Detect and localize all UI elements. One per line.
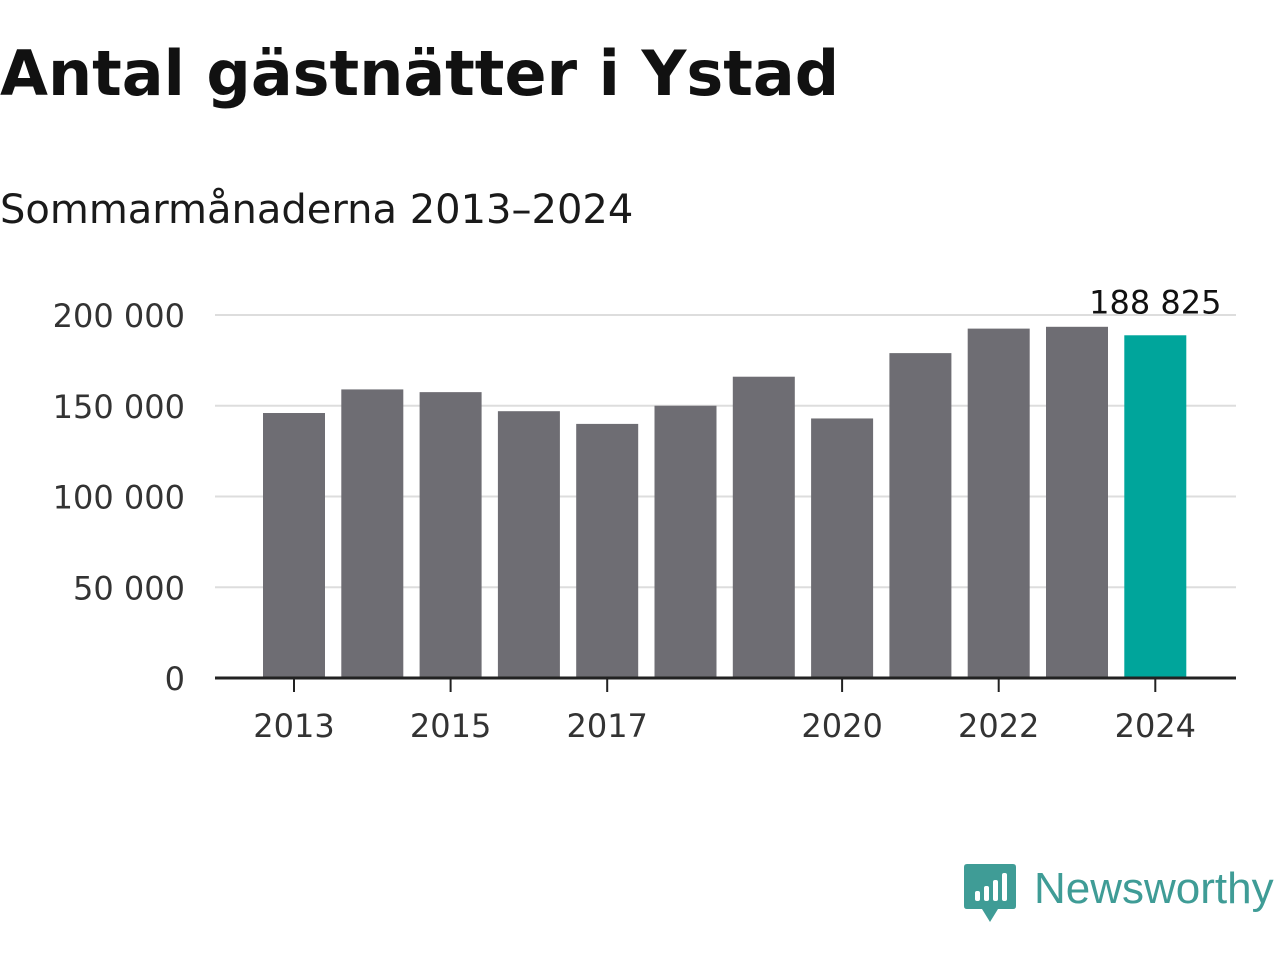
bar-2020 bbox=[811, 418, 874, 678]
x-axis bbox=[215, 676, 1236, 692]
newsworthy-wordmark: Newsworthy bbox=[1034, 864, 1274, 913]
annotations: 188 825 bbox=[1089, 283, 1221, 321]
newsworthy-logo[interactable]: Newsworthy bbox=[964, 864, 1274, 926]
chart-subtitle: Sommarmånaderna 2013–2024 bbox=[0, 187, 634, 233]
bar-2016 bbox=[497, 411, 560, 678]
x-tick-label: 2022 bbox=[958, 707, 1039, 745]
x-tick-label: 2017 bbox=[566, 707, 647, 745]
x-tick-label: 2015 bbox=[410, 707, 491, 745]
y-tick-label: 100 000 bbox=[53, 479, 185, 517]
chart-title: Antal gästnätter i Ystad bbox=[0, 37, 840, 110]
bar-2022 bbox=[967, 328, 1030, 678]
newsworthy-logo-icon bbox=[964, 864, 1016, 922]
bar-2024 bbox=[1124, 335, 1187, 678]
x-tick-label: 2020 bbox=[801, 707, 882, 745]
bar-2018 bbox=[654, 405, 717, 678]
bar-2021 bbox=[889, 353, 952, 678]
bar-2023 bbox=[1046, 326, 1108, 678]
bar-2017 bbox=[576, 423, 639, 678]
data-label-2024: 188 825 bbox=[1089, 283, 1221, 321]
y-tick-label: 200 000 bbox=[53, 297, 185, 335]
x-tick-label: 2013 bbox=[253, 707, 334, 745]
y-tick-label: 0 bbox=[165, 660, 185, 698]
x-axis-labels: 2013 2015 2017 2020 2022 2024 bbox=[253, 707, 1196, 745]
y-tick-label: 50 000 bbox=[73, 569, 185, 607]
bar-2015 bbox=[419, 392, 482, 678]
bar-2014 bbox=[341, 389, 404, 678]
bar-2013 bbox=[263, 413, 325, 678]
bars bbox=[263, 326, 1187, 678]
y-axis-labels: 0 50 000 100 000 150 000 200 000 bbox=[53, 297, 185, 698]
x-tick-label: 2024 bbox=[1115, 707, 1196, 745]
y-tick-label: 150 000 bbox=[53, 388, 185, 426]
bar-2019 bbox=[732, 376, 795, 678]
